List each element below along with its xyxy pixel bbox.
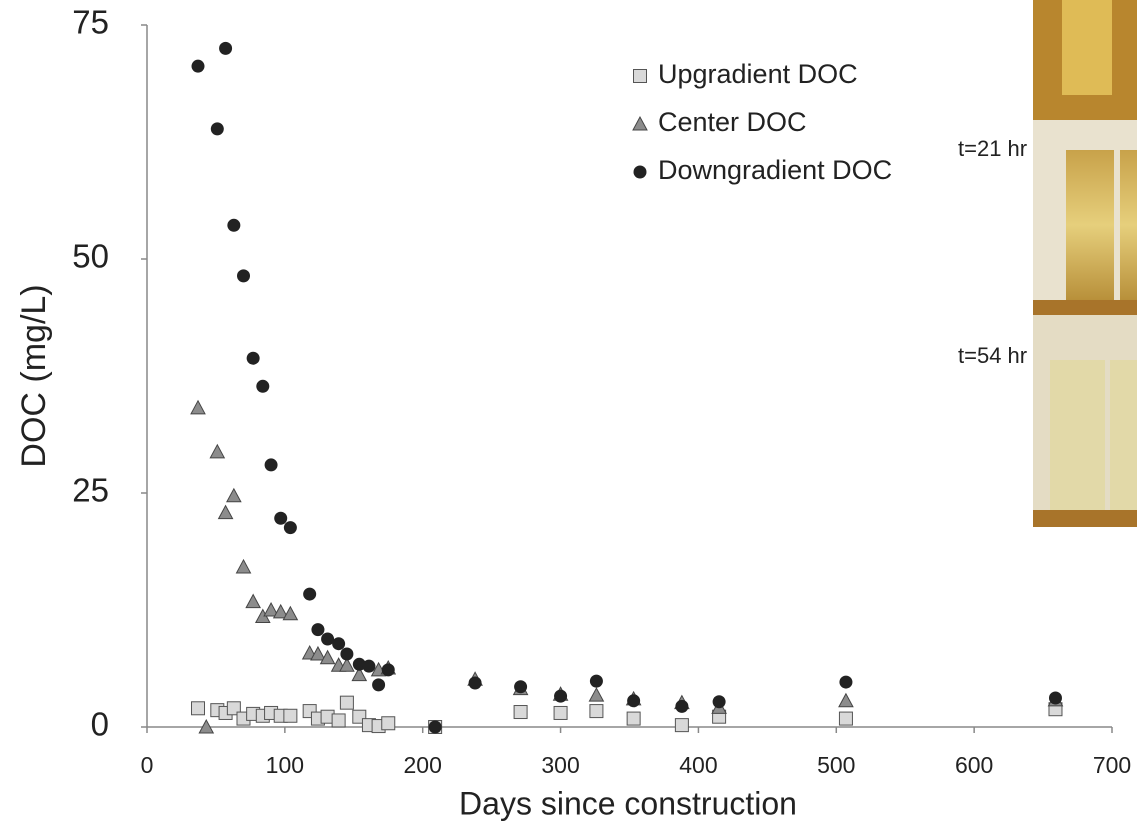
marker-circle [428,720,442,734]
marker-circle [256,379,270,393]
photo-inset [1033,0,1137,527]
marker-circle [264,458,278,472]
marker-triangle [319,649,336,665]
marker-triangle [226,487,242,503]
marker-triangle [838,692,854,708]
y-tick-label: 25 [72,472,109,509]
marker-circle [227,218,241,232]
marker-circle [372,678,386,692]
y-tick-label: 75 [72,4,109,41]
x-tick-label: 600 [955,752,993,778]
marker-square [553,705,568,720]
x-tick-label: 500 [817,752,855,778]
marker-circle [219,41,233,55]
x-tick-label: 700 [1093,752,1131,778]
marker-circle [191,59,205,73]
marker-circle [839,675,853,689]
x-tick-label: 100 [266,752,304,778]
marker-triangle [351,666,368,682]
marker-circle [352,657,366,671]
marker-circle [554,689,568,703]
marker-triangle [263,601,279,617]
marker-circle [1048,691,1062,705]
marker-circle [514,680,528,694]
marker-circle [468,676,482,690]
marker-square [513,705,528,720]
x-axis-title: Days since construction [459,785,797,821]
marker-square [589,704,604,719]
x-tick-label: 300 [541,752,579,778]
marker-circle [381,663,395,677]
marker-circle [274,511,288,525]
marker-triangle [209,443,226,459]
marker-triangle [217,504,234,520]
marker-triangle [235,558,252,574]
y-axis-title: DOC (mg/L) [15,284,53,467]
annotation: t=21 hr [958,136,1027,161]
marker-circle [311,623,325,637]
marker-square [339,695,354,710]
marker-circle [321,632,335,646]
legend-label: Center DOC [658,107,807,137]
marker-square [626,711,641,726]
marker-circle [237,269,250,283]
marker-circle [246,351,260,365]
marker-square [381,716,396,731]
marker-triangle [190,399,206,415]
marker-circle [362,659,376,673]
marker-circle [303,587,317,601]
annotation: t=54 hr [958,343,1027,368]
x-tick-label: 400 [679,752,717,778]
marker-triangle [245,593,261,609]
marker-circle [340,647,354,661]
legend-marker [632,115,648,131]
marker-circle [332,637,346,651]
marker-triangle [282,605,299,621]
marker-triangle [198,718,215,734]
marker-circle [589,674,603,688]
marker-square [331,713,346,728]
y-tick-label: 0 [91,706,109,743]
legend-marker [633,165,647,179]
marker-triangle [339,657,355,672]
legend-label: Upgradient DOC [658,59,858,89]
marker-circle [675,699,689,713]
marker-circle [712,695,726,709]
marker-square [226,701,241,716]
marker-circle [627,694,641,708]
marker-circle [210,122,224,136]
marker-square [674,718,689,733]
legend-label: Downgradient DOC [658,155,892,185]
marker-circle [283,521,297,535]
marker-square [191,701,206,716]
marker-triangle [588,687,605,702]
marker-triangle [272,603,289,619]
x-tick-label: 0 [141,752,154,778]
marker-triangle [310,645,326,661]
legend-marker [633,69,647,83]
marker-square [283,708,298,723]
y-tick-label: 50 [72,238,109,275]
x-tick-label: 200 [404,752,442,778]
marker-square [838,711,853,726]
